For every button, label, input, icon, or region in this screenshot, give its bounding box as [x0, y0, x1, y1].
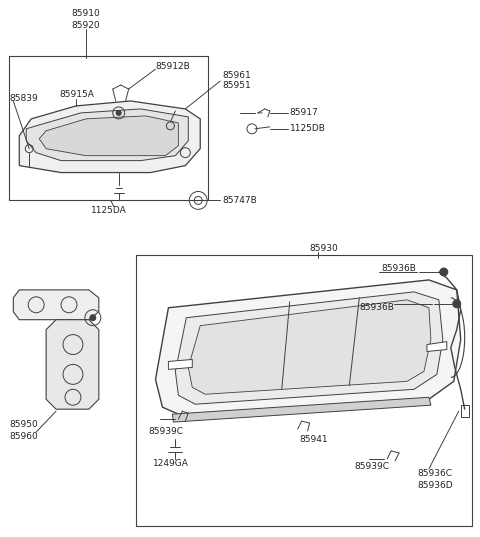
Text: 85839: 85839 [9, 95, 38, 104]
Polygon shape [26, 109, 188, 161]
Polygon shape [188, 300, 431, 394]
Circle shape [440, 268, 448, 276]
Text: 85936D: 85936D [417, 481, 453, 490]
Text: 85912B: 85912B [156, 62, 190, 71]
Circle shape [116, 111, 121, 115]
Text: 1125DA: 1125DA [91, 206, 127, 215]
Text: 85961: 85961 [222, 71, 251, 79]
Bar [9, 56, 208, 200]
Circle shape [90, 315, 96, 321]
Polygon shape [39, 116, 179, 156]
Text: 85939C: 85939C [354, 462, 389, 471]
Text: 85936B: 85936B [360, 303, 394, 313]
Text: 85939C: 85939C [148, 426, 183, 436]
Polygon shape [172, 397, 431, 422]
Text: 85941: 85941 [300, 434, 328, 444]
Text: 85910: 85910 [72, 9, 100, 18]
Bar [136, 255, 472, 526]
Text: 85951: 85951 [222, 81, 251, 90]
Text: 85960: 85960 [9, 432, 38, 440]
Polygon shape [175, 292, 443, 404]
Text: 85917: 85917 [290, 108, 318, 118]
Text: 85936C: 85936C [417, 469, 452, 478]
Text: 85747B: 85747B [222, 196, 257, 205]
Polygon shape [46, 320, 99, 409]
Polygon shape [156, 280, 461, 417]
Polygon shape [19, 101, 200, 172]
Text: 85950: 85950 [9, 419, 38, 429]
Bar [461, 405, 468, 417]
Text: 1249GA: 1249GA [153, 459, 188, 468]
Polygon shape [427, 342, 447, 352]
Polygon shape [13, 290, 99, 320]
Text: 85936B: 85936B [381, 264, 416, 272]
Text: 85915A: 85915A [59, 90, 94, 98]
Text: 85920: 85920 [72, 21, 100, 30]
Text: 1125DB: 1125DB [290, 124, 325, 133]
Circle shape [453, 300, 461, 308]
Text: 85930: 85930 [310, 244, 338, 252]
Polygon shape [168, 359, 192, 369]
